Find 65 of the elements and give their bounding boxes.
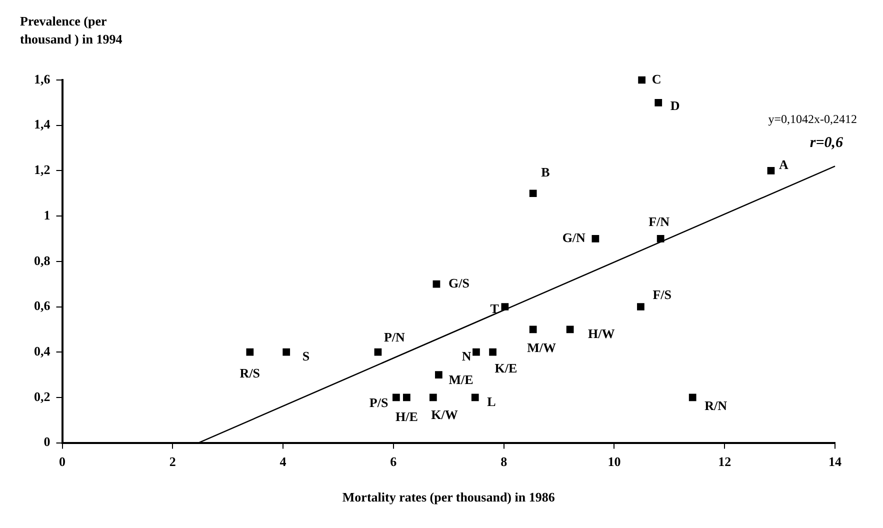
point — [638, 76, 646, 84]
x-tick-label: 6 — [390, 454, 398, 469]
annotation: N — [462, 348, 472, 364]
annotation: H/W — [588, 326, 615, 341]
x-axis-title: Mortality rates (per thousand) in 1986 — [342, 490, 556, 505]
y-tick-label: 1,4 — [34, 116, 51, 132]
point — [374, 348, 382, 356]
annotation: A — [778, 157, 789, 172]
point — [402, 394, 410, 402]
annotation: M/W — [527, 340, 556, 355]
annotation: K/W — [431, 406, 458, 422]
point — [767, 167, 775, 174]
annotation: G/N — [562, 230, 586, 246]
annotation: M/E — [448, 372, 474, 388]
point — [429, 394, 437, 402]
x-tick-label: 12 — [718, 454, 732, 469]
annotation: H/E — [395, 408, 418, 424]
annotation: r=0,6 — [810, 134, 844, 151]
point — [637, 303, 644, 310]
point — [566, 326, 574, 334]
annotation: B — [541, 164, 550, 180]
x-tick-label: 0 — [59, 454, 66, 469]
x-tick-label: 8 — [500, 454, 508, 469]
x-tick-label: 2 — [169, 454, 176, 469]
point — [435, 371, 442, 378]
point — [654, 98, 662, 106]
point — [592, 235, 600, 242]
point — [282, 348, 290, 356]
y-tick-label: 0,4 — [34, 343, 51, 358]
point — [471, 394, 479, 402]
annotation: C — [652, 71, 662, 86]
y-tick-label: 0 — [44, 434, 50, 450]
annotation: y=0,1042x-0,2412 — [768, 112, 857, 126]
y-tick-label: 1,2 — [34, 162, 50, 178]
annotation: K/E — [494, 360, 518, 376]
annotation: T — [490, 301, 500, 316]
x-tick-label: 4 — [280, 454, 287, 469]
point — [472, 348, 480, 356]
point — [246, 348, 254, 356]
x-tick-label: 14 — [828, 454, 842, 469]
annotation: P/N — [384, 329, 406, 344]
annotation: L — [487, 394, 496, 409]
point — [529, 190, 537, 198]
annotation: R/N — [704, 398, 728, 413]
y-tick-label: 0,6 — [34, 298, 51, 314]
y-tick-label: 1,6 — [34, 71, 51, 86]
point — [392, 394, 400, 402]
annotation: F/N — [648, 214, 670, 230]
y-tick-label: 0,2 — [34, 388, 50, 404]
annotation: G/S — [448, 275, 470, 290]
y-tick-label: 0,8 — [34, 252, 51, 268]
annotation: P/S — [369, 394, 388, 410]
x-tick-label: 10 — [608, 454, 621, 469]
annotation: S — [302, 348, 310, 364]
point — [656, 235, 664, 242]
point — [432, 280, 440, 288]
point — [688, 394, 696, 402]
point — [489, 348, 496, 356]
annotation: R/S — [240, 365, 260, 380]
annotation: F/S — [652, 287, 672, 302]
annotation: D — [670, 98, 680, 114]
y-tick-label: 1 — [44, 207, 50, 222]
point — [529, 326, 537, 334]
point — [501, 303, 509, 310]
y-axis-title: Prevalence (per thousand ) in 1994 — [20, 13, 123, 46]
